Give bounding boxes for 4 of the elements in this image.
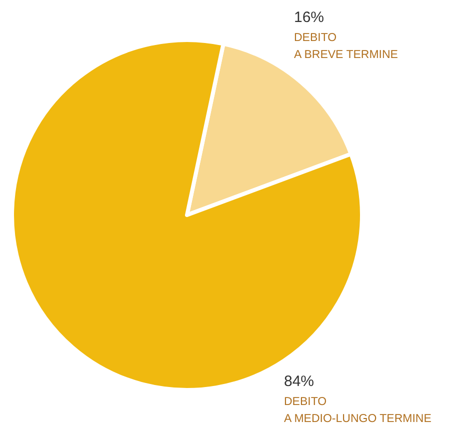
data-label: 16%	[294, 9, 324, 26]
slice-label: DEBITO A BREVE TERMINE	[294, 32, 398, 61]
data-label: 84%	[284, 373, 314, 390]
slice-label: DEBITO A MEDIO-LUNGO TERMINE	[284, 396, 432, 425]
